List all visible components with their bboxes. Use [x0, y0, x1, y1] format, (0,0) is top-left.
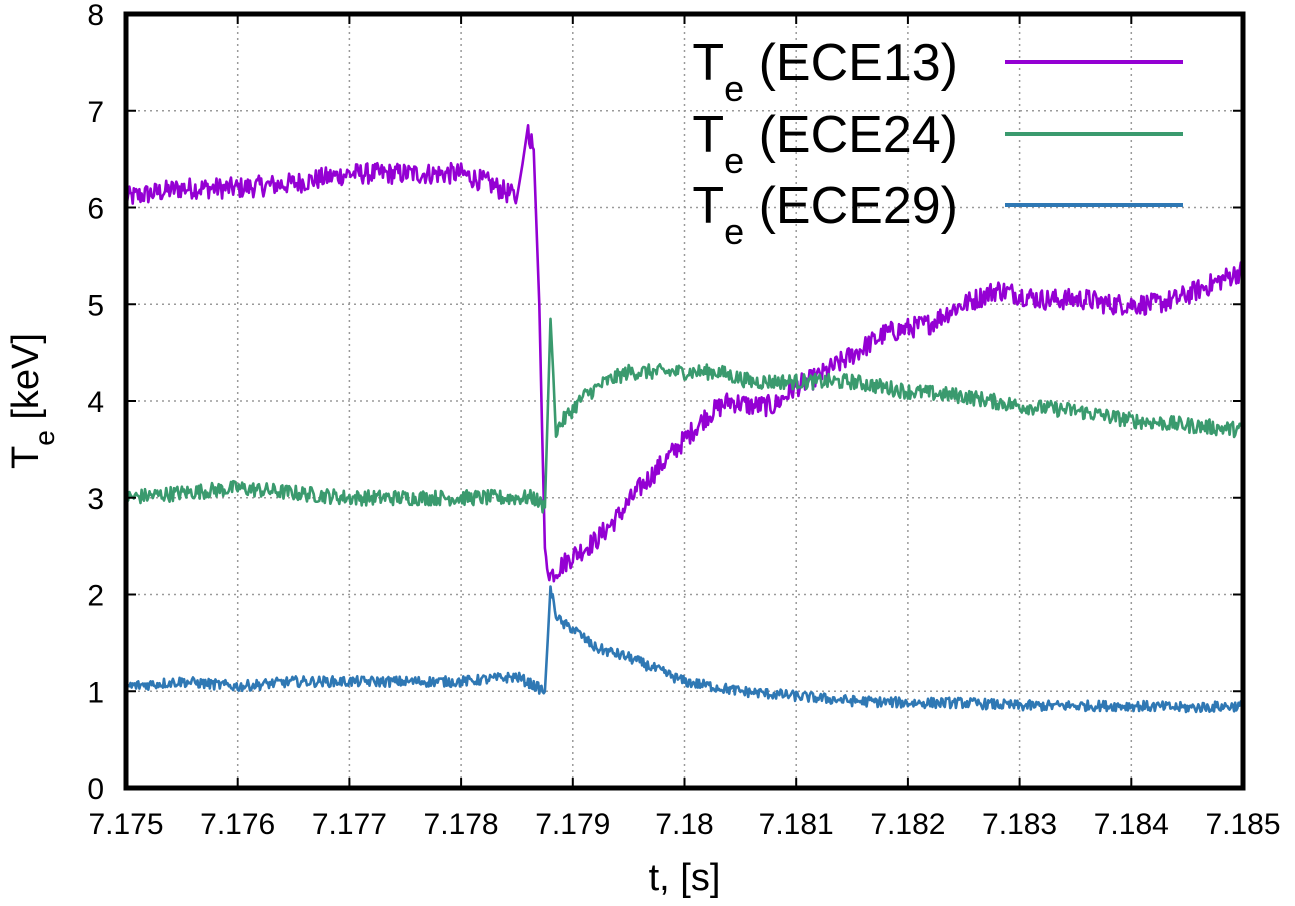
x-tick-label: 7.181 — [759, 808, 834, 841]
legend-label-sub: e — [724, 140, 744, 181]
legend-label-main: T — [692, 34, 724, 92]
x-tick-label: 7.183 — [982, 808, 1057, 841]
x-tick-label: 7.176 — [200, 808, 275, 841]
legend-label-rest: (ECE13) — [744, 34, 958, 92]
y-axis-title-rest: [keV] — [5, 333, 47, 430]
legend: Te (ECE13)Te (ECE24)Te (ECE29) — [692, 34, 1183, 252]
y-tick-label: 5 — [87, 289, 104, 322]
x-tick-label: 7.18 — [655, 808, 713, 841]
plot-series — [124, 124, 1245, 714]
x-tick-label: 7.184 — [1094, 808, 1169, 841]
x-tick-label: 7.182 — [870, 808, 945, 841]
y-axis-title-sub: e — [29, 430, 60, 446]
legend-label-main: T — [692, 177, 724, 235]
x-axis-title: t, [s] — [649, 857, 721, 899]
y-tick-label: 1 — [87, 676, 104, 709]
legend-label-main: T — [692, 106, 724, 164]
y-axis-title-main: T — [5, 446, 47, 469]
y-tick-label: 8 — [87, 0, 104, 32]
legend-label-rest: (ECE29) — [744, 177, 958, 235]
y-axis-title: Te [keV] — [5, 333, 60, 469]
x-tick-label: 7.177 — [312, 808, 387, 841]
y-tick-label: 2 — [87, 580, 104, 613]
y-tick-label: 6 — [87, 193, 104, 226]
y-tick-label: 3 — [87, 483, 104, 516]
x-tick-label: 7.178 — [424, 808, 499, 841]
y-tick-label: 4 — [87, 386, 104, 419]
legend-entry-label: Te (ECE29) — [692, 177, 958, 252]
legend-entry-label: Te (ECE13) — [692, 34, 958, 109]
x-tick-label: 7.175 — [88, 808, 163, 841]
grid — [126, 14, 1243, 788]
series-line-ece13 — [124, 124, 1245, 583]
series-line-ece24 — [124, 317, 1245, 514]
axis-ticks: 7.175 7.176 7.177 7.178 7.179 7.18 7.181 7.182 7… — [87, 0, 1280, 841]
legend-label-rest: (ECE24) — [744, 106, 958, 164]
y-tick-label: 0 — [87, 773, 104, 806]
y-tick-label: 7 — [87, 96, 104, 129]
x-tick-label: 7.185 — [1205, 808, 1280, 841]
series-line-ece29 — [124, 585, 1244, 714]
legend-entry-label: Te (ECE24) — [692, 106, 958, 181]
legend-label-sub: e — [724, 211, 744, 252]
x-tick-label: 7.179 — [535, 808, 610, 841]
legend-label-sub: e — [724, 68, 744, 109]
